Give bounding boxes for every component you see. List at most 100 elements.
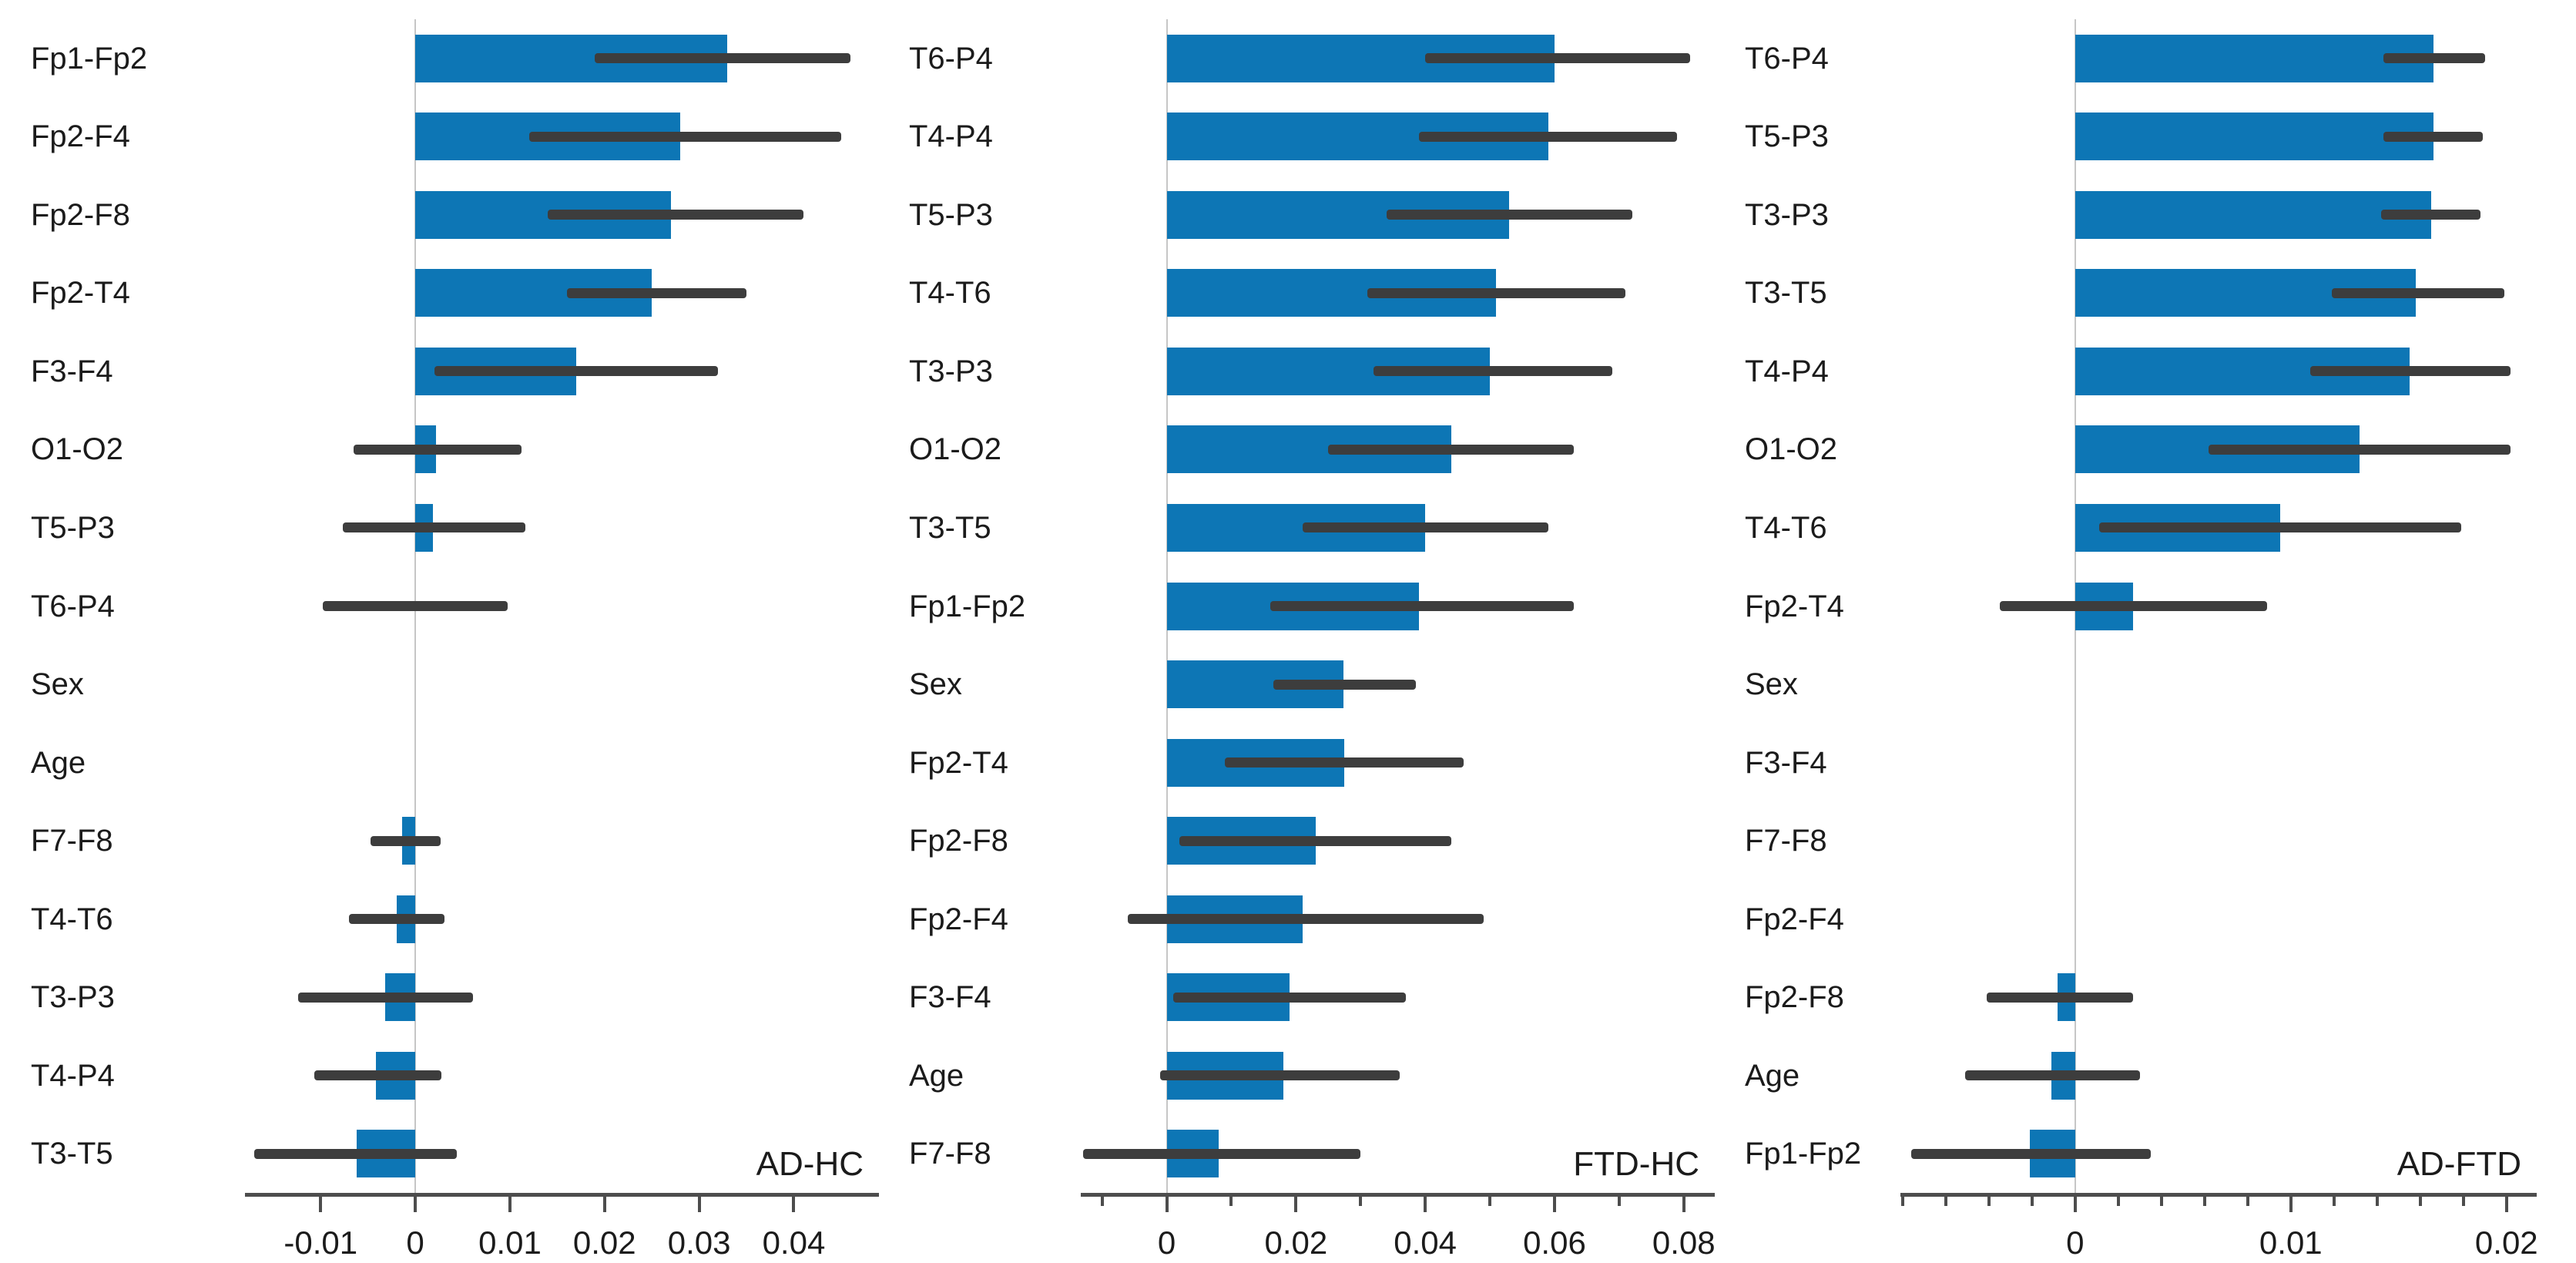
category-label: Fp2-F4	[1745, 902, 1844, 936]
x-tick	[1424, 1197, 1427, 1212]
category-label: Fp2-T4	[1745, 589, 1844, 623]
category-label: Fp2-F4	[909, 902, 1008, 936]
category-label: T4-T6	[31, 902, 113, 936]
x-minor-tick	[2418, 1197, 2422, 1206]
x-minor-tick	[1488, 1197, 1492, 1206]
error-bar	[434, 366, 719, 377]
x-minor-tick	[1100, 1197, 1104, 1206]
x-tick-label: 0.04	[762, 1224, 826, 1261]
error-bar	[1386, 210, 1632, 220]
x-tick	[1165, 1197, 1169, 1212]
x-tick-label: 0.08	[1652, 1224, 1716, 1261]
x-minor-tick	[1987, 1197, 1991, 1206]
category-label: Fp1-Fp2	[31, 41, 148, 76]
x-tick	[1682, 1197, 1685, 1212]
category-label: T4-T6	[909, 276, 991, 311]
category-label: T3-P3	[1745, 197, 1829, 232]
category-label: T3-P3	[31, 980, 115, 1015]
error-bar	[1374, 366, 1613, 377]
category-label: Fp2-F8	[1745, 980, 1844, 1015]
error-bar	[1328, 444, 1575, 455]
error-bar	[1302, 522, 1548, 533]
x-axis	[245, 1193, 879, 1197]
panel-label: FTD-HC	[1573, 1145, 1699, 1183]
error-bar	[1367, 287, 1626, 298]
category-label: T3-T5	[909, 510, 991, 545]
panel-label: AD-HC	[756, 1145, 864, 1183]
category-label: T3-T5	[31, 1137, 113, 1171]
error-bar	[2332, 287, 2504, 298]
category-label: Fp2-T4	[909, 745, 1008, 780]
category-label: Age	[31, 745, 86, 780]
category-label: T5-P3	[909, 197, 993, 232]
category-label: F7-F8	[909, 1137, 991, 1171]
error-bar	[322, 601, 508, 611]
error-bar	[1999, 601, 2267, 611]
x-tick	[792, 1197, 796, 1212]
category-label: F7-F8	[31, 824, 113, 858]
x-minor-tick	[1229, 1197, 1233, 1206]
category-label: Age	[909, 1058, 964, 1093]
error-bar	[1418, 131, 1678, 142]
x-tick	[1294, 1197, 1298, 1212]
x-tick	[319, 1197, 323, 1212]
x-minor-tick	[1900, 1197, 1904, 1206]
x-minor-tick	[2030, 1197, 2034, 1206]
category-label: Sex	[31, 667, 84, 702]
error-bar	[1273, 679, 1416, 690]
error-bar	[2310, 366, 2511, 377]
error-bar	[548, 210, 803, 220]
x-tick	[602, 1197, 606, 1212]
category-label: T4-P4	[31, 1058, 115, 1093]
error-bar	[1987, 992, 2134, 1003]
x-minor-tick	[2159, 1197, 2163, 1206]
bar	[2075, 190, 2431, 239]
x-tick-label: 0.02	[1264, 1224, 1328, 1261]
bar	[2075, 113, 2433, 161]
error-bar	[2381, 210, 2481, 220]
error-bar	[1179, 835, 1451, 846]
x-minor-tick	[1944, 1197, 1947, 1206]
category-label: T4-P4	[909, 119, 993, 154]
error-bar	[1225, 757, 1464, 768]
error-bar	[1128, 914, 1484, 925]
category-label: T3-P3	[909, 354, 993, 388]
panel-label: AD-FTD	[2397, 1145, 2521, 1183]
category-label: F3-F4	[31, 354, 113, 388]
error-bar	[342, 522, 525, 533]
x-tick-label: 0.04	[1394, 1224, 1457, 1261]
category-label: Age	[1745, 1058, 1800, 1093]
category-label: F3-F4	[1745, 745, 1827, 780]
error-bar	[297, 992, 474, 1003]
x-axis	[1081, 1193, 1715, 1197]
category-label: T6-P4	[31, 589, 115, 623]
x-minor-tick	[2461, 1197, 2465, 1206]
x-minor-tick	[2332, 1197, 2336, 1206]
error-bar	[2209, 444, 2511, 455]
category-label: T6-P4	[909, 41, 993, 76]
x-minor-tick	[2202, 1197, 2206, 1206]
x-tick-label: -0.01	[283, 1224, 358, 1261]
category-label: Fp2-T4	[31, 276, 130, 311]
category-label: Sex	[909, 667, 962, 702]
error-bar	[254, 1148, 458, 1159]
category-label: T4-T6	[1745, 510, 1827, 545]
category-label: O1-O2	[31, 432, 124, 467]
x-minor-tick	[2375, 1197, 2379, 1206]
x-tick	[508, 1197, 512, 1212]
x-tick-label: 0	[2066, 1224, 2085, 1261]
category-label: O1-O2	[909, 432, 1002, 467]
category-label: Fp2-F8	[909, 824, 1008, 858]
x-tick-label: 0.02	[572, 1224, 636, 1261]
error-bar	[1425, 53, 1691, 64]
error-bar	[2383, 53, 2485, 64]
x-tick-label: 0	[406, 1224, 424, 1261]
x-tick-label: 0.03	[667, 1224, 731, 1261]
x-minor-tick	[1359, 1197, 1363, 1206]
category-label: O1-O2	[1745, 432, 1838, 467]
category-label: Fp2-F8	[31, 197, 130, 232]
error-bar	[354, 444, 522, 455]
category-label: Sex	[1745, 667, 1798, 702]
x-minor-tick	[1617, 1197, 1621, 1206]
error-bar	[1082, 1148, 1361, 1159]
